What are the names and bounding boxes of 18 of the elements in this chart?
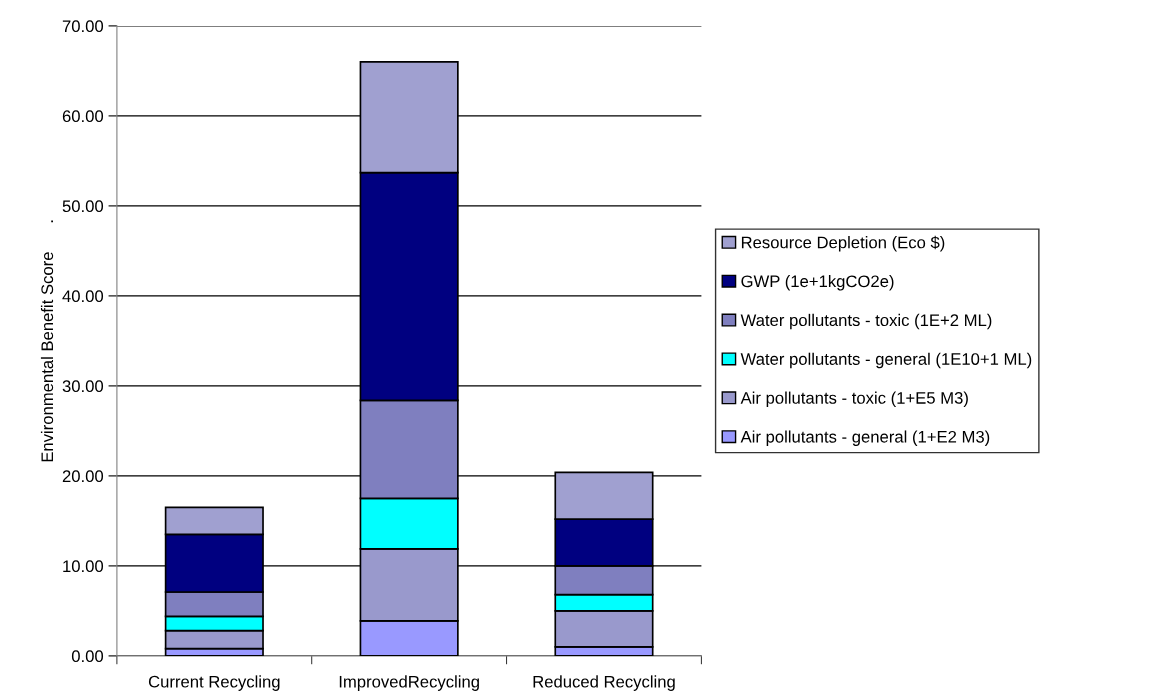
x-tick-label: ImprovedRecycling <box>339 675 479 691</box>
y-tick-label: 0.00 <box>71 650 104 663</box>
y-tick-label: 30.00 <box>62 380 104 393</box>
x-tick-label: Reduced Recycling <box>533 675 675 691</box>
legend-label: Water pollutants - toxic (1E+2 ML) <box>740 313 992 330</box>
y-tick-label: 70.00 <box>62 20 104 33</box>
x-tick-label: Current Recycling <box>148 675 280 691</box>
legend-label: Water pollutants - general (1E10+1 ML) <box>740 352 1032 369</box>
y-tick-label: 60.00 <box>62 110 104 123</box>
legend-label: Air pollutants - general (1+E2 M3) <box>740 430 990 446</box>
legend-label: GWP (1e+1kgCO2e) <box>741 274 894 291</box>
legend-label: Air pollutants - toxic (1+E5 M3) <box>740 391 968 408</box>
legend-label: Resource Depletion (Eco $) <box>741 235 945 252</box>
y-axis-title: Environmental Benefit Score . <box>40 220 54 462</box>
y-tick-label: 20.00 <box>62 470 104 483</box>
y-tick-label: 40.00 <box>62 290 104 303</box>
y-tick-label: 50.00 <box>62 200 104 213</box>
y-tick-label: 10.00 <box>63 560 104 573</box>
